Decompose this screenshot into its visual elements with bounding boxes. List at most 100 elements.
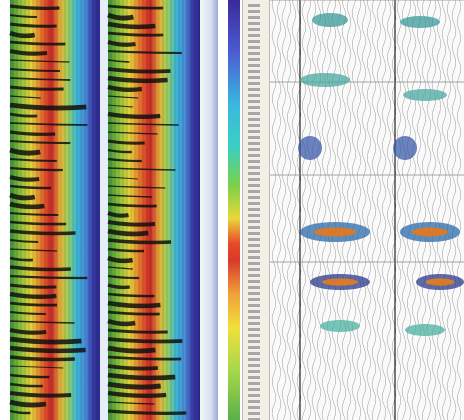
streak: [9, 301, 58, 307]
streak: [107, 157, 142, 163]
anomaly-core: [425, 278, 455, 286]
ruler-tick: [248, 172, 260, 175]
streak: [9, 399, 47, 408]
ruler-tick: [248, 394, 260, 397]
ruler-tick: [248, 250, 260, 253]
streak: [9, 382, 43, 388]
streak: [9, 248, 58, 252]
panel-gap: [100, 0, 108, 420]
streak: [9, 158, 57, 162]
streak: [9, 102, 87, 111]
ruler-tick: [248, 118, 260, 121]
ruler-tick: [248, 28, 260, 31]
streak: [9, 291, 57, 299]
ruler-tick: [248, 22, 260, 25]
wiggle: [411, 0, 417, 420]
streak: [107, 167, 176, 171]
ruler-tick: [248, 328, 260, 331]
streak: [9, 192, 36, 201]
ruler-tick: [248, 88, 260, 91]
streak: [107, 4, 164, 10]
streak: [9, 112, 38, 118]
streak: [107, 255, 134, 264]
ruler-tick: [248, 40, 260, 43]
wiggle: [326, 0, 332, 420]
ruler-tick: [248, 76, 260, 79]
ruler-tick: [248, 106, 260, 109]
ruler-tick: [248, 70, 260, 73]
streak: [9, 365, 64, 369]
ruler-tick: [248, 262, 260, 265]
streak: [107, 39, 136, 47]
wiggle: [401, 0, 407, 420]
streak: [9, 139, 71, 145]
wiggle: [356, 0, 362, 420]
streak: [107, 355, 182, 361]
ruler-tick: [248, 94, 260, 97]
streak: [9, 220, 67, 226]
streak: [9, 95, 41, 99]
streak: [107, 21, 156, 30]
anomaly: [405, 324, 445, 336]
streak: [9, 85, 64, 91]
streak: [107, 202, 157, 208]
streak: [9, 184, 52, 190]
streak: [9, 355, 75, 362]
ruler-tick: [248, 340, 260, 343]
side-strip: [200, 0, 218, 420]
wiggle: [351, 0, 357, 420]
streak: [9, 274, 88, 280]
streak: [9, 336, 82, 345]
ruler-tick: [248, 124, 260, 127]
streak: [9, 345, 86, 354]
ruler-tick: [248, 280, 260, 283]
streak: [9, 30, 36, 39]
anomaly: [312, 13, 348, 27]
wiggle: [311, 0, 317, 420]
ruler-tick: [248, 286, 260, 289]
streak: [107, 220, 156, 227]
streak: [9, 328, 47, 335]
anomaly-core: [322, 278, 358, 286]
streak: [9, 229, 76, 236]
wiggle: [396, 0, 402, 420]
streak: [107, 381, 161, 390]
ruler-tick: [248, 304, 260, 307]
streak: [9, 373, 50, 379]
ruler-tick: [248, 382, 260, 385]
wiggle: [276, 0, 282, 420]
streak: [107, 238, 172, 245]
anomaly-core: [314, 227, 356, 237]
streak: [107, 75, 168, 84]
streak: [9, 311, 46, 315]
streak: [107, 84, 143, 92]
streak: [107, 283, 130, 290]
ruler-tick: [248, 406, 260, 409]
streak: [107, 266, 134, 270]
ruler-tick: [248, 244, 260, 247]
streak: [107, 390, 167, 398]
ruler-tick: [248, 352, 260, 355]
ruler-tick: [248, 418, 260, 420]
wiggle: [451, 0, 457, 420]
ruler-tick: [248, 196, 260, 199]
ruler-tick: [248, 64, 260, 67]
ruler-tick: [248, 4, 260, 7]
streak: [107, 318, 136, 327]
streak: [107, 67, 171, 74]
streak: [9, 122, 88, 126]
ruler-tick: [248, 364, 260, 367]
wiggle: [431, 0, 437, 420]
wiggle: [316, 0, 322, 420]
streak: [107, 292, 155, 298]
anomaly-core: [412, 227, 448, 237]
anomaly: [403, 89, 447, 101]
streak: [9, 265, 71, 272]
ruler-tick: [248, 412, 260, 415]
streak: [9, 175, 40, 182]
ruler-tick: [248, 388, 260, 391]
ruler-tick: [248, 178, 260, 181]
streak: [9, 14, 37, 18]
wiggle: [376, 0, 382, 420]
streak: [107, 95, 139, 99]
